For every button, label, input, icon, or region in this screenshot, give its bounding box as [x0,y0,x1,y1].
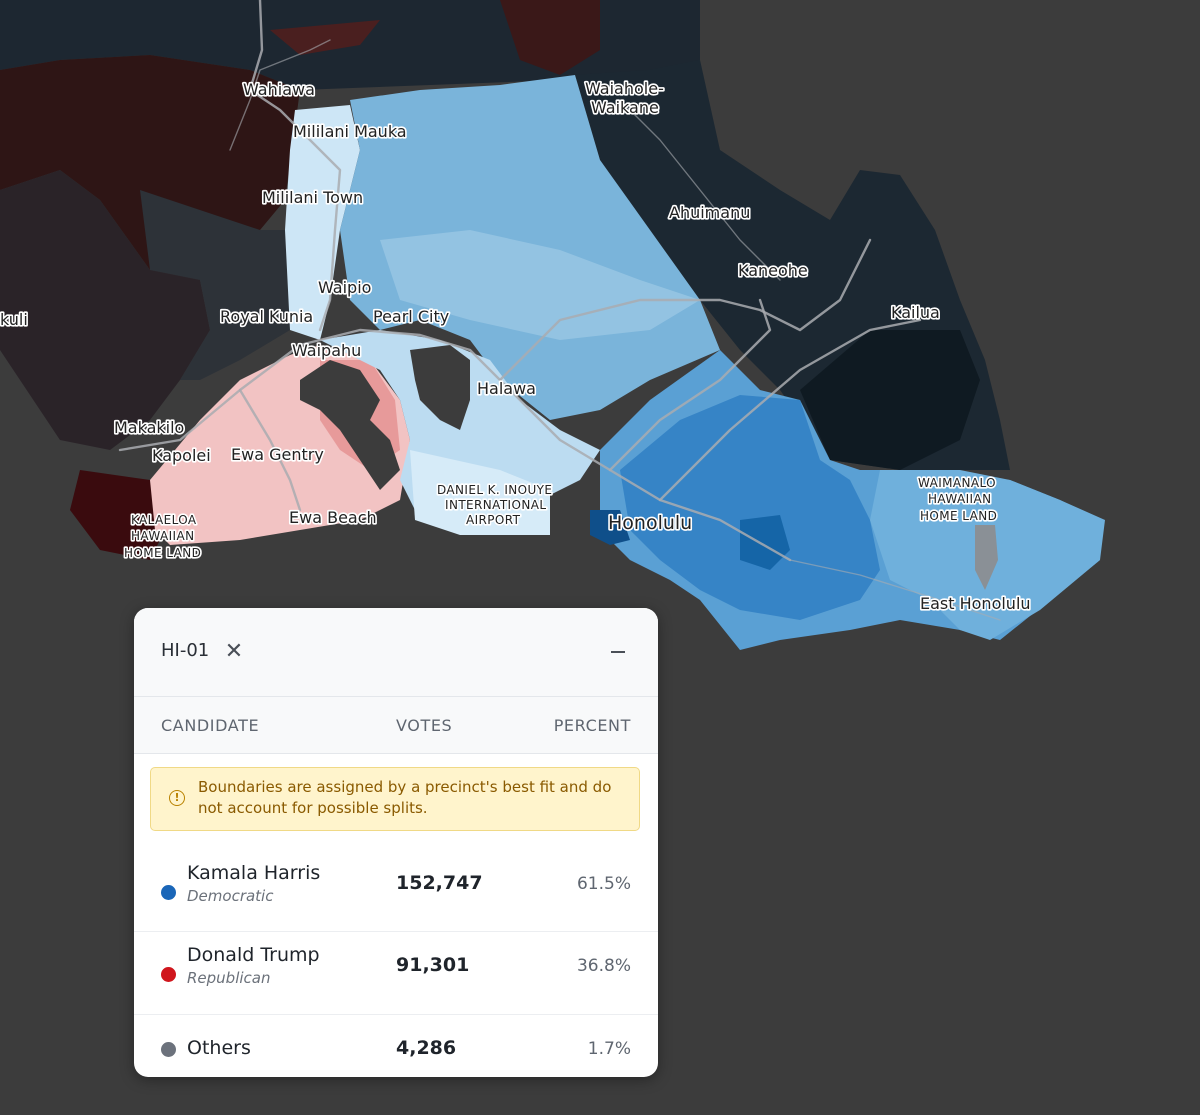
candidate-party: Democratic [187,887,274,905]
pearl-harbor-east [410,345,470,430]
label-kailua: Kailua [891,303,940,322]
region-honolulu-dem-strong [620,395,880,620]
label-makakilo: Makakilo [114,418,184,437]
candidate-percent: 36.8% [576,956,631,976]
label-east-honolulu: East Honolulu [920,594,1031,613]
road-kalanianaole [789,559,1001,621]
candidate-name: Others [187,1037,251,1059]
candidate-name: Kamala Harris [187,862,321,884]
road-likelike [608,298,772,472]
label-airport-3: AIRPORT [466,513,521,527]
label-pearl-city: Pearl City [373,307,449,326]
column-candidate: CANDIDATE [161,716,260,735]
label-waimanalo-3: HOME LAND [920,509,997,523]
region-airport-dem [410,450,550,535]
region-nw-rep [270,20,380,55]
region-kalaeloa-rep [70,470,160,560]
candidate-percent: 61.5% [576,874,631,894]
label-mililani-town: Mililani Town [262,188,363,207]
region-waimanalo-gray [975,525,998,590]
candidate-votes: 91,301 [396,954,470,976]
label-waimanalo-1: WAIMANALO [918,476,996,490]
label-mililani-mauka: Mililani Mauka [293,122,407,141]
label-waimanalo-2: HAWAIIAN [928,492,991,506]
district-results-panel: HI-01 ✕ CANDIDATE VOTES PERCENT ! Bounda… [134,608,658,1077]
region-kailua-dark [800,330,980,470]
candidate-name: Donald Trump [187,944,320,966]
minimize-icon[interactable] [608,636,628,666]
region-honolulu-dem-darkest [740,515,790,570]
label-waipahu: Waipahu [292,341,361,360]
label-kuli: kuli [0,310,28,329]
results-column-header: CANDIDATE VOTES PERCENT [134,697,658,754]
label-waiahole-1: Waiahole- [585,79,664,98]
label-royal-kunia: Royal Kunia [220,307,313,326]
label-waipio: Waipio [318,278,371,297]
candidate-votes: 4,286 [396,1037,457,1059]
label-kalaeloa-3: HOME LAND [124,546,201,560]
candidate-row-others[interactable]: Others 4,286 1.7% [134,1015,658,1077]
info-icon: ! [169,790,185,806]
label-ewa-gentry: Ewa Gentry [231,445,324,464]
label-ewa-beach: Ewa Beach [289,508,377,527]
pearl-harbor [300,360,400,490]
party-dot-republican [161,967,176,982]
label-kapolei: Kapolei [152,446,211,465]
region-north-rep [500,0,600,75]
label-airport-2: INTERNATIONAL [445,498,546,512]
party-dot-others [161,1042,176,1057]
candidate-row-harris[interactable]: Kamala Harris Democratic 152,747 61.5% [134,849,658,932]
party-dot-democratic [161,885,176,900]
region-waikiki-dem [590,510,630,545]
label-kalaeloa-2: HAWAIIAN [131,529,194,543]
label-wahiawa: Wahiawa [243,80,315,99]
boundary-notice: ! Boundaries are assigned by a precinct'… [150,767,640,831]
region-leeward-dark [0,170,210,450]
road-pali [658,318,922,502]
candidate-row-trump[interactable]: Donald Trump Republican 91,301 36.8% [134,932,658,1015]
road-h1-west [238,388,302,512]
region-central-dem-lighter [380,230,700,340]
label-kalaeloa-1: KALAELOA [131,513,197,527]
close-icon[interactable]: ✕ [224,639,244,664]
district-title: HI-01 [161,640,210,661]
notice-text: Boundaries are assigned by a precinct's … [198,778,612,817]
region-mililani-dem-light [285,105,360,340]
road-kam-hwy [619,99,781,281]
region-central-neutral [140,190,290,380]
label-kaneohe: Kaneohe [738,261,808,280]
label-halawa: Halawa [477,379,536,398]
panel-header: HI-01 ✕ [134,608,658,697]
column-votes: VOTES [396,716,453,735]
road-wahiawa [229,39,331,151]
candidate-percent: 1.7% [587,1039,631,1059]
label-honolulu: Honolulu [608,512,692,534]
label-ahuimanu: Ahuimanu [669,203,750,222]
candidate-votes: 152,747 [396,872,483,894]
road-h3 [498,238,872,382]
column-percent: PERCENT [553,716,631,735]
label-airport-1: DANIEL K. INOUYE [437,483,552,497]
label-waiahole-2: Waikane [591,98,659,117]
candidate-party: Republican [187,969,271,987]
road-h2 [248,0,342,332]
